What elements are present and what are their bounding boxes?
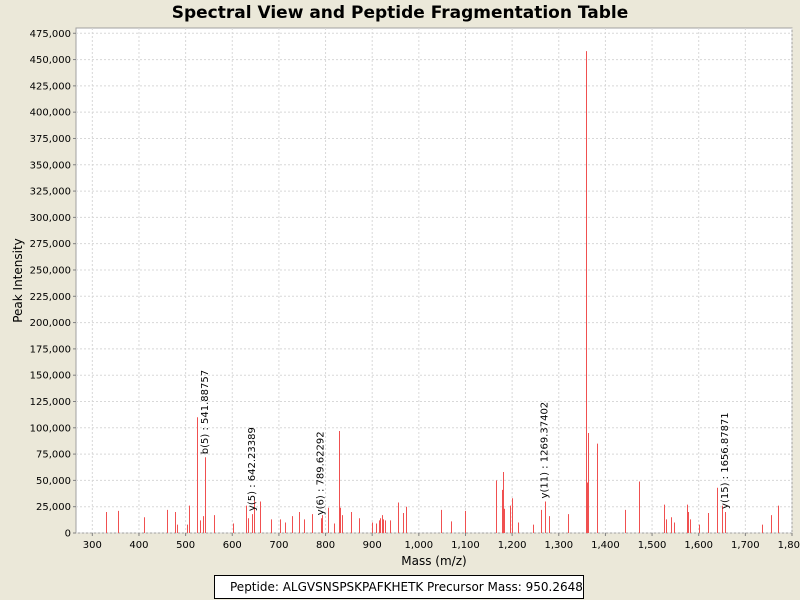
y-tick-label: 250,000 xyxy=(30,265,71,276)
x-tick-label: 900 xyxy=(363,540,382,551)
y-tick-label: 125,000 xyxy=(30,397,71,408)
y-tick-label: 425,000 xyxy=(30,81,71,92)
y-tick-label: 375,000 xyxy=(30,134,71,145)
x-tick-label: 1,600 xyxy=(684,540,713,551)
x-tick-label: 400 xyxy=(129,540,148,551)
x-tick-label: 1,300 xyxy=(544,540,573,551)
y-tick-label: 475,000 xyxy=(30,29,71,40)
grid xyxy=(76,28,793,534)
precursor-mass: Precursor Mass: 950.2648 xyxy=(427,580,583,594)
y-tick-label: 350,000 xyxy=(30,160,71,171)
x-tick-label: 1,800 xyxy=(778,540,800,551)
axes: 0 25,000 50,000 75,000 100,000 125,000 150,000… xyxy=(30,29,800,551)
x-tick-label: 1,000 xyxy=(405,540,434,551)
y-tick-label: 275,000 xyxy=(30,239,71,250)
y-tick-label: 0 xyxy=(65,529,71,540)
y-axis-title: Peak Intensity xyxy=(11,238,25,323)
y-tick-label: 225,000 xyxy=(30,292,71,303)
peak-annotation: y(5) : 642.23389 xyxy=(247,427,258,511)
y-tick-label: 450,000 xyxy=(30,55,71,66)
peak-annotation: y(6) : 789.62292 xyxy=(316,431,327,515)
y-tick-label: 200,000 xyxy=(30,318,71,329)
y-tick-label: 150,000 xyxy=(30,371,71,382)
x-axis-title: Mass (m/z) xyxy=(401,554,466,568)
peak-annotation: y(15) : 1656.87871 xyxy=(720,412,731,509)
y-tick-label: 100,000 xyxy=(30,423,71,434)
peaks xyxy=(106,51,779,533)
x-tick-label: 500 xyxy=(176,540,195,551)
x-tick-label: 1,100 xyxy=(451,540,480,551)
y-tick-label: 50,000 xyxy=(36,476,71,487)
peak-annotation: y(11) : 1269.37402 xyxy=(540,402,551,499)
x-tick-label: 700 xyxy=(269,540,288,551)
peptide-sequence: Peptide: ALGVSNSPSKPAFKHETK xyxy=(230,580,424,594)
x-tick-label: 1,500 xyxy=(638,540,667,551)
peptide-info-box: Peptide: ALGVSNSPSKPAFKHETK Precursor Ma… xyxy=(214,575,584,599)
y-tick-label: 175,000 xyxy=(30,344,71,355)
peak-annotation: b(5) : 541.88757 xyxy=(200,370,211,454)
y-tick-label: 25,000 xyxy=(36,502,71,513)
x-tick-label: 800 xyxy=(316,540,335,551)
y-tick-label: 400,000 xyxy=(30,108,71,119)
x-tick-label: 1,200 xyxy=(498,540,527,551)
x-tick-label: 300 xyxy=(83,540,102,551)
x-tick-label: 600 xyxy=(223,540,242,551)
x-tick-label: 1,400 xyxy=(591,540,620,551)
peak-annotations: b(5) : 541.88757 y(5) : 642.23389 y(6) : 7… xyxy=(200,370,731,515)
plot-area xyxy=(75,27,793,534)
x-tick-label: 1,700 xyxy=(731,540,760,551)
y-tick-label: 75,000 xyxy=(36,450,71,461)
chart-title: Spectral View and Peptide Fragmentation … xyxy=(171,3,629,23)
y-tick-label: 325,000 xyxy=(30,187,71,198)
y-tick-label: 300,000 xyxy=(30,213,71,224)
